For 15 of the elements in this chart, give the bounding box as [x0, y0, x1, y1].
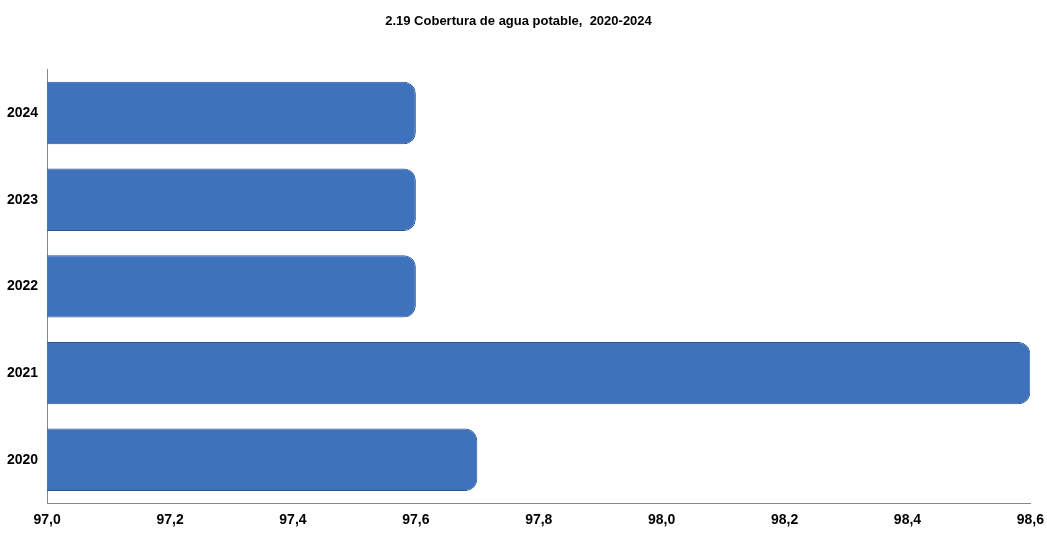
x-tick-label: 98,4 [893, 511, 922, 528]
x-tick-label: 97,6 [402, 511, 430, 528]
y-tick-label: 2024 [6, 103, 39, 120]
x-tick-label: 97,2 [156, 511, 184, 528]
chart-title: 2.19 Cobertura de agua potable, 2020-2024 [385, 13, 653, 29]
x-tick-label: 98,2 [770, 511, 799, 528]
y-tick-label: 2023 [6, 190, 39, 207]
y-tick-label: 2020 [6, 450, 39, 467]
x-tick-label: 98,6 [1016, 511, 1045, 528]
y-tick-label: 2021 [6, 363, 39, 380]
x-tick-label: 98,0 [648, 511, 676, 528]
y-tick-label: 2022 [6, 277, 39, 294]
x-tick-label: 97,4 [279, 511, 307, 528]
x-tick-label: 97,8 [525, 511, 553, 528]
x-tick-label: 97,0 [33, 511, 61, 528]
